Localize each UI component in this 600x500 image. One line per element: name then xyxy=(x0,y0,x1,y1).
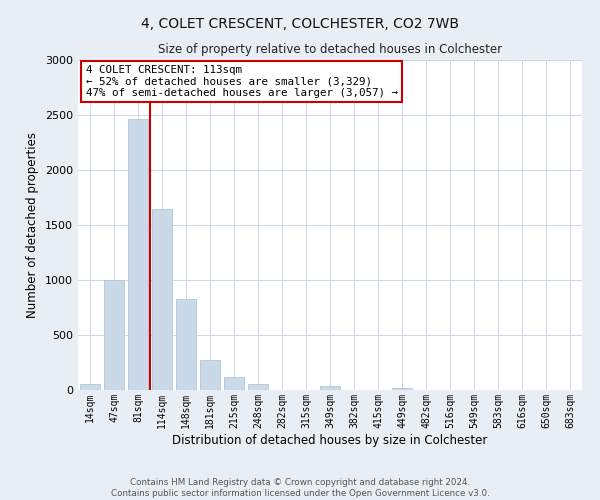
Bar xyxy=(128,120,148,390)
Title: Size of property relative to detached houses in Colchester: Size of property relative to detached ho… xyxy=(158,43,502,56)
Bar xyxy=(320,386,340,390)
Text: Contains HM Land Registry data © Crown copyright and database right 2024.
Contai: Contains HM Land Registry data © Crown c… xyxy=(110,478,490,498)
Bar xyxy=(152,208,172,390)
Bar xyxy=(176,298,196,390)
Bar xyxy=(248,384,268,390)
Bar xyxy=(80,384,100,390)
Bar xyxy=(224,377,244,390)
Bar xyxy=(104,280,124,390)
Bar xyxy=(392,388,412,390)
Text: 4 COLET CRESCENT: 113sqm
← 52% of detached houses are smaller (3,329)
47% of sem: 4 COLET CRESCENT: 113sqm ← 52% of detach… xyxy=(86,65,398,98)
Text: 4, COLET CRESCENT, COLCHESTER, CO2 7WB: 4, COLET CRESCENT, COLCHESTER, CO2 7WB xyxy=(141,18,459,32)
Y-axis label: Number of detached properties: Number of detached properties xyxy=(26,132,40,318)
Bar xyxy=(200,360,220,390)
X-axis label: Distribution of detached houses by size in Colchester: Distribution of detached houses by size … xyxy=(172,434,488,446)
